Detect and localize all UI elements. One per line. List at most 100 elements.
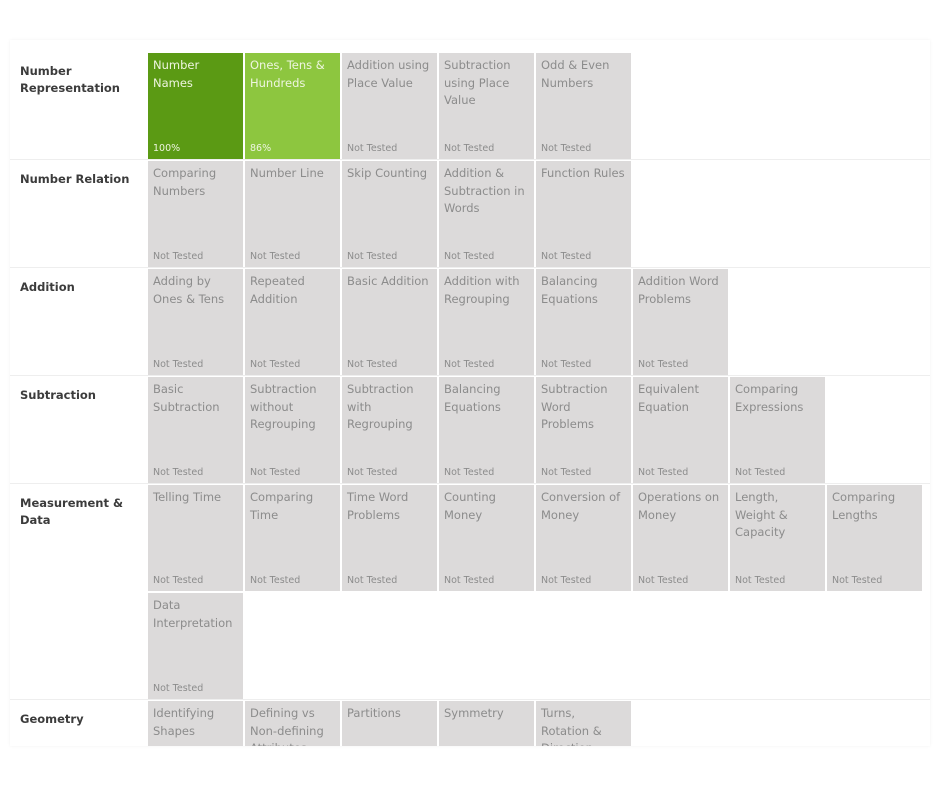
- row-label: Geometry: [20, 712, 84, 726]
- skill-tile[interactable]: Basic Addition Not Tested: [342, 269, 437, 375]
- row-divider: [10, 375, 930, 376]
- skill-name: Odd & Even Numbers: [541, 58, 610, 90]
- skill-name: Basic Subtraction: [153, 382, 220, 414]
- skill-tile[interactable]: Number Names 100%: [148, 53, 243, 159]
- skill-tile[interactable]: Symmetry: [439, 701, 534, 746]
- skill-status: Not Tested: [541, 575, 592, 586]
- skill-tile[interactable]: Identifying Shapes: [148, 701, 243, 746]
- skill-status: Not Tested: [541, 143, 592, 154]
- skill-tile[interactable]: Balancing Equations Not Tested: [439, 377, 534, 483]
- skill-name: Number Names: [153, 58, 200, 90]
- skill-name: Addition & Subtraction in Words: [444, 166, 525, 215]
- skill-tile[interactable]: Data Interpretation Not Tested: [148, 593, 243, 699]
- skill-tile[interactable]: Telling Time Not Tested: [148, 485, 243, 591]
- skill-grid: Number Representation Number Names 100% One…: [10, 40, 930, 746]
- skill-name: Defining vs Non-defining Attributes: [250, 706, 324, 746]
- skill-tile[interactable]: Time Word Problems Not Tested: [342, 485, 437, 591]
- skill-name: Adding by Ones & Tens: [153, 274, 225, 306]
- skill-tile[interactable]: Comparing Time Not Tested: [245, 485, 340, 591]
- skill-tile[interactable]: Subtraction with Regrouping Not Tested: [342, 377, 437, 483]
- skill-name: Telling Time: [153, 490, 222, 504]
- skill-name: Comparing Lengths: [832, 490, 896, 522]
- skill-status: Not Tested: [250, 359, 301, 370]
- skill-status: Not Tested: [444, 575, 495, 586]
- skill-tile[interactable]: Partitions: [342, 701, 437, 746]
- skill-tile[interactable]: Subtraction without Regrouping Not Tested: [245, 377, 340, 483]
- skill-status: Not Tested: [638, 359, 689, 370]
- skill-tile[interactable]: Addition using Place Value Not Tested: [342, 53, 437, 159]
- skill-tile[interactable]: Length, Weight & Capacity Not Tested: [730, 485, 825, 591]
- skill-name: Data Interpretation: [153, 598, 233, 630]
- skill-name: Conversion of Money: [541, 490, 621, 522]
- skill-tile[interactable]: Addition & Subtraction in Words Not Teste…: [439, 161, 534, 267]
- skill-name: Addition Word Problems: [638, 274, 719, 306]
- skill-name: Number Line: [250, 166, 324, 180]
- skill-status: Not Tested: [735, 575, 786, 586]
- skill-name: Subtraction using Place Value: [444, 58, 511, 107]
- skill-status: Not Tested: [444, 251, 495, 262]
- skill-name: Addition with Regrouping: [444, 274, 520, 306]
- skill-name: Symmetry: [444, 706, 504, 720]
- skill-name: Comparing Numbers: [153, 166, 217, 198]
- skill-tile[interactable]: Equivalent Equation Not Tested: [633, 377, 728, 483]
- skill-name: Function Rules: [541, 166, 625, 180]
- skill-status: Not Tested: [541, 251, 592, 262]
- skill-name: Subtraction with Regrouping: [347, 382, 414, 431]
- skill-status: Not Tested: [153, 251, 204, 262]
- skill-status: Not Tested: [444, 143, 495, 154]
- skill-tile[interactable]: Addition Word Problems Not Tested: [633, 269, 728, 375]
- row-label: Number Representation: [20, 64, 120, 95]
- skill-name: Subtraction Word Problems: [541, 382, 608, 431]
- skill-tile[interactable]: Basic Subtraction Not Tested: [148, 377, 243, 483]
- skill-tile[interactable]: Odd & Even Numbers Not Tested: [536, 53, 631, 159]
- row-divider: [10, 159, 930, 160]
- skill-name: Skip Counting: [347, 166, 428, 180]
- skill-name: Subtraction without Regrouping: [250, 382, 317, 431]
- skill-tile[interactable]: Counting Money Not Tested: [439, 485, 534, 591]
- skill-status: Not Tested: [638, 575, 689, 586]
- skill-status: Not Tested: [541, 467, 592, 478]
- row-label: Measurement & Data: [20, 496, 124, 527]
- skill-tile[interactable]: Comparing Lengths Not Tested: [827, 485, 922, 591]
- skill-name: Counting Money: [444, 490, 496, 522]
- skill-tile[interactable]: Comparing Expressions Not Tested: [730, 377, 825, 483]
- skill-tile[interactable]: Turns, Rotation & Direction: [536, 701, 631, 746]
- skill-status: Not Tested: [153, 467, 204, 478]
- skill-status: Not Tested: [638, 467, 689, 478]
- skill-tile[interactable]: Subtraction Word Problems Not Tested: [536, 377, 631, 483]
- skill-name: Operations on Money: [638, 490, 720, 522]
- skill-tile[interactable]: Balancing Equations Not Tested: [536, 269, 631, 375]
- skill-name: Time Word Problems: [347, 490, 409, 522]
- skill-name: Partitions: [347, 706, 401, 720]
- skill-name: Addition using Place Value: [347, 58, 430, 90]
- row-label: Number Relation: [20, 172, 130, 186]
- skill-tile[interactable]: Adding by Ones & Tens Not Tested: [148, 269, 243, 375]
- skill-name: Identifying Shapes: [153, 706, 215, 738]
- skill-tile[interactable]: Defining vs Non-defining Attributes: [245, 701, 340, 746]
- skill-tile[interactable]: Comparing Numbers Not Tested: [148, 161, 243, 267]
- skill-status: Not Tested: [153, 575, 204, 586]
- row-label: Subtraction: [20, 388, 96, 402]
- skill-tile[interactable]: Addition with Regrouping Not Tested: [439, 269, 534, 375]
- skill-tile[interactable]: Skip Counting Not Tested: [342, 161, 437, 267]
- skill-status: Not Tested: [347, 143, 398, 154]
- skill-tile[interactable]: Repeated Addition Not Tested: [245, 269, 340, 375]
- skill-status: Not Tested: [250, 251, 301, 262]
- skill-status: Not Tested: [347, 251, 398, 262]
- skill-status: Not Tested: [250, 575, 301, 586]
- skill-name: Length, Weight & Capacity: [735, 490, 788, 539]
- skill-tile[interactable]: Operations on Money Not Tested: [633, 485, 728, 591]
- skill-name: Equivalent Equation: [638, 382, 699, 414]
- skill-tile[interactable]: Subtraction using Place Value Not Tested: [439, 53, 534, 159]
- skill-tile[interactable]: Ones, Tens & Hundreds 86%: [245, 53, 340, 159]
- skill-status: Not Tested: [444, 467, 495, 478]
- skill-status: Not Tested: [347, 359, 398, 370]
- skill-status: Not Tested: [153, 683, 204, 694]
- skill-tile[interactable]: Function Rules Not Tested: [536, 161, 631, 267]
- skill-status: Not Tested: [735, 467, 786, 478]
- skill-tile[interactable]: Conversion of Money Not Tested: [536, 485, 631, 591]
- skill-tile[interactable]: Number Line Not Tested: [245, 161, 340, 267]
- skill-status: Not Tested: [347, 467, 398, 478]
- skill-name: Balancing Equations: [541, 274, 598, 306]
- skill-name: Turns, Rotation & Direction: [541, 706, 602, 746]
